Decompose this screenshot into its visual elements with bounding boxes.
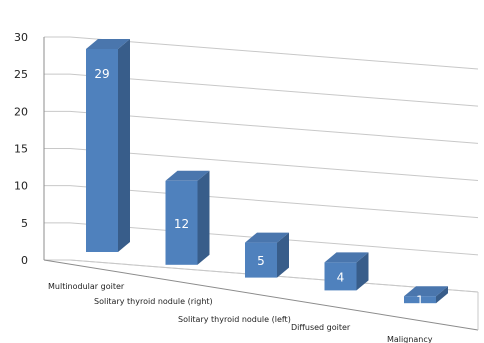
data-label: 1 [416, 294, 424, 308]
bar [86, 49, 118, 252]
bar-side [197, 170, 210, 265]
bar-side [277, 232, 289, 278]
gridline-back [69, 185, 479, 219]
x-axis-front-line [43, 259, 479, 331]
data-label: 5 [257, 254, 265, 268]
bar-side [118, 39, 130, 252]
gridline-back [69, 73, 479, 107]
bar-top [86, 39, 130, 49]
bar-top [324, 252, 369, 263]
label-layer: 29 12 5 4 1 Multinodular goiter Solitary thyro… [48, 67, 433, 343]
y-tick-label: 0 [21, 254, 28, 267]
gridline-back [69, 36, 479, 70]
data-label: 29 [94, 67, 109, 81]
gridline-back [69, 148, 479, 181]
y-tick-label: 5 [21, 217, 28, 230]
bar [404, 296, 436, 304]
bar [165, 180, 198, 265]
bar-top [165, 170, 210, 181]
gridline-back [69, 110, 479, 144]
bar-top [245, 232, 289, 243]
bar-top [404, 286, 448, 297]
x-category-label: Malignancy [387, 335, 433, 343]
bar-side [356, 252, 369, 291]
x-category-label: Solitary thyroid nodule (right) [94, 297, 213, 306]
y-tick-label: 25 [14, 68, 28, 81]
y-tick-label: 15 [14, 143, 28, 156]
y-tick-label: 30 [14, 31, 28, 44]
y-tick-label: 10 [14, 180, 28, 193]
bar [245, 242, 277, 278]
bar-side [436, 286, 448, 304]
data-label: 12 [174, 217, 189, 231]
data-label: 4 [337, 270, 345, 284]
y-tick-label: 20 [14, 105, 28, 118]
bar-layer [86, 39, 448, 304]
bar [324, 262, 357, 291]
x-category-label: Solitary thyroid nodule (left) [178, 315, 291, 324]
x-category-label: Diffused goiter [291, 323, 351, 332]
x-category-label: Multinodular goiter [48, 282, 125, 291]
